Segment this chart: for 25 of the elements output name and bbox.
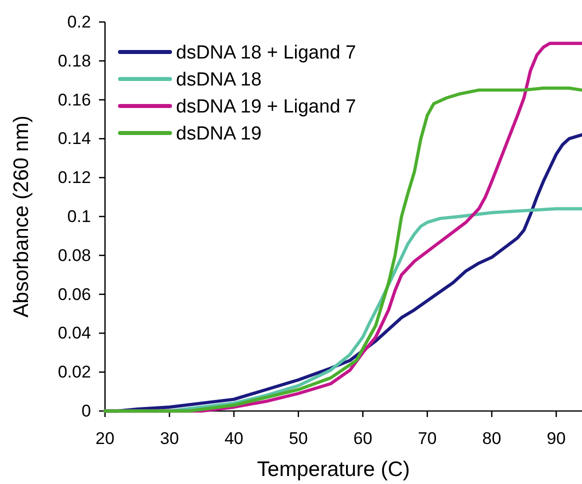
y-tick-label: 0.08 — [58, 246, 91, 265]
y-tick-label: 0.06 — [58, 284, 91, 304]
x-tick-label: 20 — [96, 428, 114, 448]
y-tick-label: 0.16 — [58, 90, 91, 110]
legend-label: dsDNA 19 — [176, 124, 262, 145]
y-tick-label: 0.12 — [58, 168, 91, 188]
y-tick-label: 0.2 — [67, 12, 91, 32]
x-tick-label: 30 — [160, 428, 179, 448]
y-tick-label: 0 — [81, 401, 91, 420]
legend-label: dsDNA 18 — [176, 70, 262, 91]
x-tick-label: 60 — [353, 428, 372, 448]
x-tick-label: 50 — [288, 428, 308, 448]
x-tick-label: 90 — [546, 428, 566, 448]
x-tick-label: 80 — [482, 428, 502, 448]
x-tick-label: 70 — [418, 428, 437, 448]
y-axis-title: Absorbance (260 nm) — [10, 116, 33, 318]
x-tick-label: 40 — [224, 428, 244, 448]
y-tick-label: 0.14 — [58, 129, 91, 148]
y-tick-label: 0.18 — [58, 51, 91, 70]
y-tick-label: 0.02 — [58, 362, 91, 382]
x-axis-title: Temperature (C) — [257, 458, 410, 481]
legend-label: dsDNA 18 + Ligand 7 — [176, 42, 356, 64]
y-tick-label: 0.1 — [67, 206, 91, 226]
legend-label: dsDNA 19 + Ligand 7 — [176, 96, 356, 118]
y-tick-label: 0.04 — [58, 324, 91, 343]
